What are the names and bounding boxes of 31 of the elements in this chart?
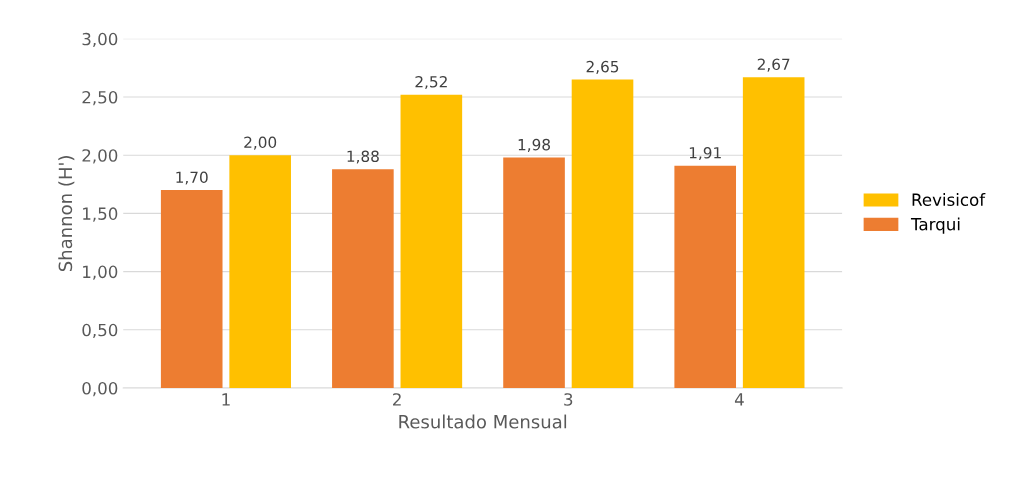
y-tick-label: 0,00 [82, 381, 118, 397]
bar [160, 190, 223, 388]
bar [503, 157, 565, 388]
x-tick-label: 4 [734, 393, 744, 406]
bar [742, 77, 805, 388]
legend-label: Revisicof [912, 193, 986, 206]
bar [332, 169, 394, 388]
data-label: 2,52 [415, 75, 447, 90]
y-tick-label: 2,50 [82, 90, 118, 106]
x-tick-label: 2 [393, 393, 401, 406]
data-label: 1,70 [176, 171, 208, 185]
data-label: 1,91 [689, 146, 721, 161]
y-tick-label: 0,50 [82, 323, 118, 339]
x-tick-label: 1 [222, 393, 230, 406]
data-label: 2,67 [757, 58, 790, 72]
y-tick-label: 1,00 [83, 265, 118, 280]
bar [400, 94, 463, 388]
y-tick-label: 1,50 [83, 207, 118, 222]
data-label: 1,98 [518, 138, 550, 152]
y-axis-title: Shannon (H') [58, 156, 75, 272]
x-axis-title: Resultado Mensual [399, 414, 567, 429]
data-label: 2,00 [244, 136, 277, 150]
data-label: 1,88 [347, 150, 379, 164]
legend-label: Tarqui [910, 217, 960, 234]
y-tick-label: 3,00 [82, 32, 118, 48]
y-tick-label: 2,00 [82, 149, 118, 164]
x-tick-label: 3 [564, 393, 573, 406]
data-label: 2,65 [586, 60, 619, 74]
bar [229, 155, 291, 388]
bar [674, 165, 737, 388]
bar [571, 79, 634, 388]
